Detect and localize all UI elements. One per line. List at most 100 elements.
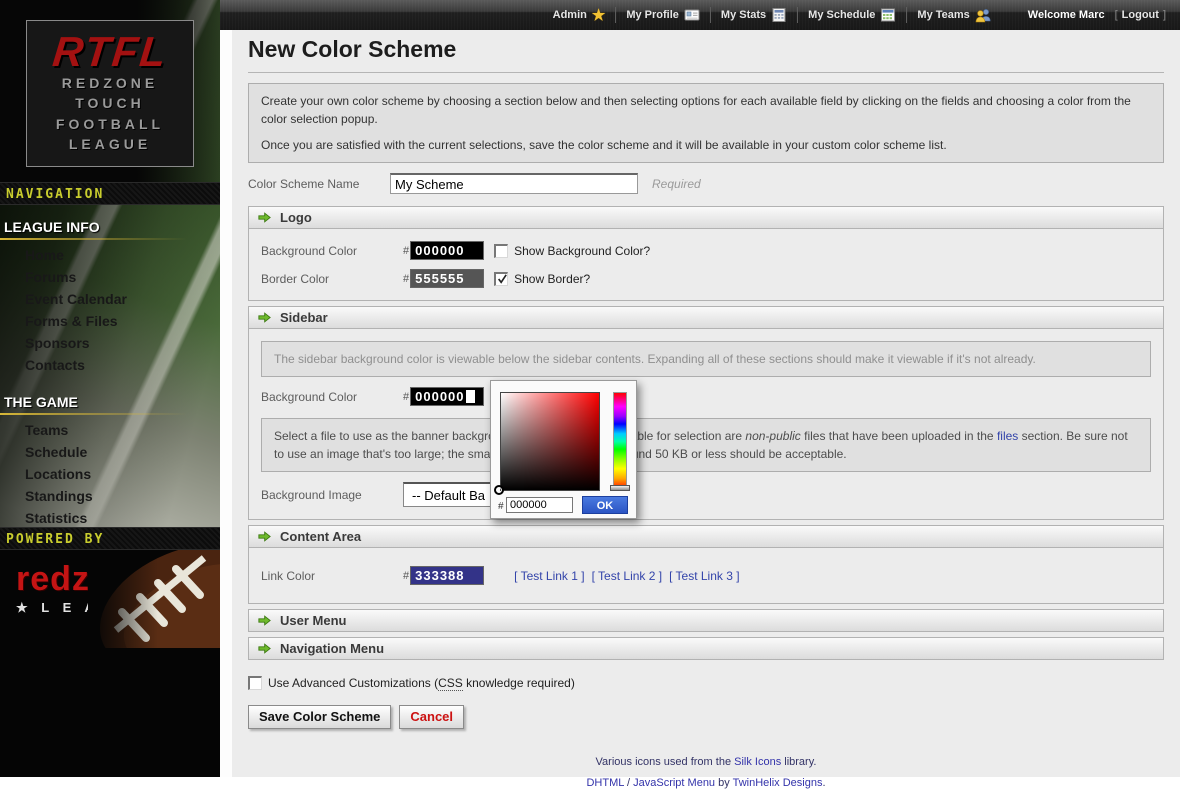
- sidebar-item-locations[interactable]: Locations: [25, 466, 92, 482]
- picker-hex-input[interactable]: [506, 497, 573, 513]
- save-color-scheme-button[interactable]: Save Color Scheme: [248, 705, 392, 729]
- page-title: New Color Scheme: [248, 36, 1164, 73]
- main-content: New Color Scheme Create your own color s…: [232, 30, 1180, 789]
- cancel-button[interactable]: Cancel: [399, 705, 465, 729]
- sidebar-nav: LEAGUE INFO Home Forums Event Calendar F…: [0, 205, 220, 527]
- footer-text: by: [715, 777, 733, 789]
- logo-border-color-field[interactable]: 555555: [410, 269, 485, 288]
- sidebar-item-forums[interactable]: Forums: [25, 269, 77, 285]
- text-caret: [465, 390, 475, 403]
- sidebar-logo-area: RTFL REDZONE TOUCH FOOTBALL LEAGUE: [0, 0, 220, 182]
- advanced-customizations-label: Use Advanced Customizations (CSS knowled…: [268, 676, 575, 691]
- topbar-item-admin[interactable]: Admin ★: [543, 8, 616, 23]
- sidebar-item-forms-files[interactable]: Forms & Files: [25, 313, 118, 329]
- section-user-menu-header[interactable]: User Menu: [248, 609, 1164, 632]
- javascript-menu-link[interactable]: JavaScript Menu: [633, 777, 716, 789]
- scheme-name-label: Color Scheme Name: [248, 176, 360, 191]
- welcome-text: Welcome Marc: [1027, 9, 1105, 21]
- nav-header-the-game: THE GAME: [4, 394, 78, 410]
- scheme-name-input[interactable]: [390, 173, 638, 194]
- test-link-3[interactable]: [ Test Link 3 ]: [669, 568, 740, 583]
- test-link-1[interactable]: [ Test Link 1 ]: [514, 568, 585, 583]
- color-picker-popup: # OK: [490, 380, 637, 519]
- hue-slider[interactable]: [613, 392, 627, 491]
- show-border-checkbox[interactable]: [494, 271, 509, 286]
- logo-border-color-row: Border Color # 555555 Show Border?: [261, 269, 1151, 288]
- sidebar-item-event-calendar[interactable]: Event Calendar: [25, 291, 127, 307]
- topbar-item-label: My Schedule: [808, 9, 876, 21]
- league-logo: RTFL REDZONE TOUCH FOOTBALL LEAGUE: [26, 20, 194, 168]
- green-arrow-icon: [257, 529, 272, 544]
- advanced-customizations-row: Use Advanced Customizations (CSS knowled…: [248, 676, 1164, 691]
- show-bg-color-checkbox[interactable]: [494, 243, 509, 258]
- twinhelix-link[interactable]: TwinHelix Designs: [732, 777, 823, 789]
- section-logo-header[interactable]: Logo: [248, 206, 1164, 229]
- topbar-item-my-schedule[interactable]: My Schedule: [797, 7, 906, 23]
- link-color-label: Link Color: [261, 568, 316, 583]
- sidebar-item-sponsors[interactable]: Sponsors: [25, 335, 90, 351]
- sidebar-item-teams[interactable]: Teams: [25, 422, 69, 438]
- advanced-label-text: Use Advanced Customizations (: [268, 676, 439, 690]
- banner-image-note: Select a file to use as the banner backg…: [261, 418, 1151, 472]
- show-bg-color-label: Show Background Color?: [514, 243, 651, 258]
- redzone-leagues-logo: redzone ★ L E A G U E S ★: [0, 550, 220, 648]
- section-sidebar-header[interactable]: Sidebar: [248, 306, 1164, 329]
- link-color-row: Link Color # 333388 [ Test Link 1 ] [ Te…: [261, 566, 1151, 585]
- footer-text: Various icons used from the: [595, 756, 735, 768]
- sidebar-item-home[interactable]: Home: [25, 247, 64, 263]
- nav-header-rule: [0, 413, 220, 415]
- advanced-label-text: knowledge required): [462, 676, 575, 690]
- link-color-field[interactable]: 333388: [410, 566, 485, 585]
- hash-prefix: #: [498, 501, 504, 512]
- green-arrow-icon: [257, 613, 272, 628]
- dhtml-link[interactable]: DHTML: [586, 777, 624, 789]
- banner-note-text: files that have been uploaded in the: [800, 429, 997, 443]
- sidebar-item-schedule[interactable]: Schedule: [25, 444, 88, 460]
- show-border-label: Show Border?: [514, 271, 591, 286]
- required-hint: Required: [652, 176, 701, 191]
- css-abbr: CSS: [438, 676, 463, 691]
- section-sidebar: Sidebar The sidebar background color is …: [248, 306, 1164, 520]
- section-content-area-header[interactable]: Content Area: [248, 525, 1164, 548]
- section-user-menu: User Menu: [248, 609, 1164, 632]
- football-image: [88, 550, 220, 648]
- section-content-area: Content Area Link Color # 333388 [ Test …: [248, 525, 1164, 604]
- silk-icons-link[interactable]: Silk Icons: [734, 756, 782, 768]
- topbar-item-my-teams[interactable]: My Teams: [906, 7, 1001, 23]
- files-link[interactable]: files: [996, 429, 1019, 443]
- intro-note: Create your own color scheme by choosing…: [248, 83, 1164, 163]
- sidebar-bg-color-value: 000000: [415, 389, 465, 404]
- logout-link[interactable]: [ Logout ]: [1115, 9, 1166, 21]
- color-selection-marker[interactable]: [494, 485, 504, 495]
- test-link-2[interactable]: [ Test Link 2 ]: [591, 568, 663, 583]
- logo-bg-color-field[interactable]: 000000: [410, 241, 485, 260]
- league-logo-initials: RTFL: [50, 28, 170, 75]
- footer-text: library.: [781, 756, 817, 768]
- footer-text: /: [623, 777, 634, 789]
- advanced-customizations-checkbox[interactable]: [248, 676, 262, 690]
- hue-slider-handle[interactable]: [610, 485, 630, 491]
- picker-ok-button[interactable]: OK: [582, 496, 628, 514]
- page-footer: Various icons used from the Silk Icons l…: [248, 756, 1164, 789]
- sidebar-bg-color-field[interactable]: 000000: [410, 387, 485, 406]
- sidebar-item-standings[interactable]: Standings: [25, 488, 93, 504]
- section-navigation-menu-title: Navigation Menu: [280, 641, 385, 656]
- sidebar-bg-color-label: Background Color: [261, 389, 358, 404]
- logo-bg-color-label: Background Color: [261, 243, 358, 258]
- intro-paragraph-1: Create your own color scheme by choosing…: [261, 94, 1131, 126]
- hash-prefix: #: [403, 272, 410, 285]
- topbar-item-my-stats[interactable]: My Stats: [709, 7, 797, 23]
- sidebar-item-contacts[interactable]: Contacts: [25, 357, 85, 373]
- section-content-area-body: Link Color # 333388 [ Test Link 1 ] [ Te…: [248, 548, 1164, 604]
- sidebar-item-statistics[interactable]: Statistics: [25, 510, 88, 526]
- calculator-icon: [771, 7, 787, 23]
- footer-credit-menu: DHTML / JavaScript Menu by TwinHelix Des…: [248, 777, 1164, 789]
- check-icon: [497, 274, 507, 284]
- logo-border-color-label: Border Color: [261, 271, 330, 286]
- sidebar-filler: [0, 648, 220, 777]
- saturation-value-gradient[interactable]: [500, 392, 600, 491]
- sidebar: RTFL REDZONE TOUCH FOOTBALL LEAGUE NAVIG…: [0, 0, 220, 777]
- topbar-item-my-profile[interactable]: My Profile: [615, 7, 710, 23]
- section-navigation-menu-header[interactable]: Navigation Menu: [248, 637, 1164, 660]
- hash-prefix: #: [403, 244, 410, 257]
